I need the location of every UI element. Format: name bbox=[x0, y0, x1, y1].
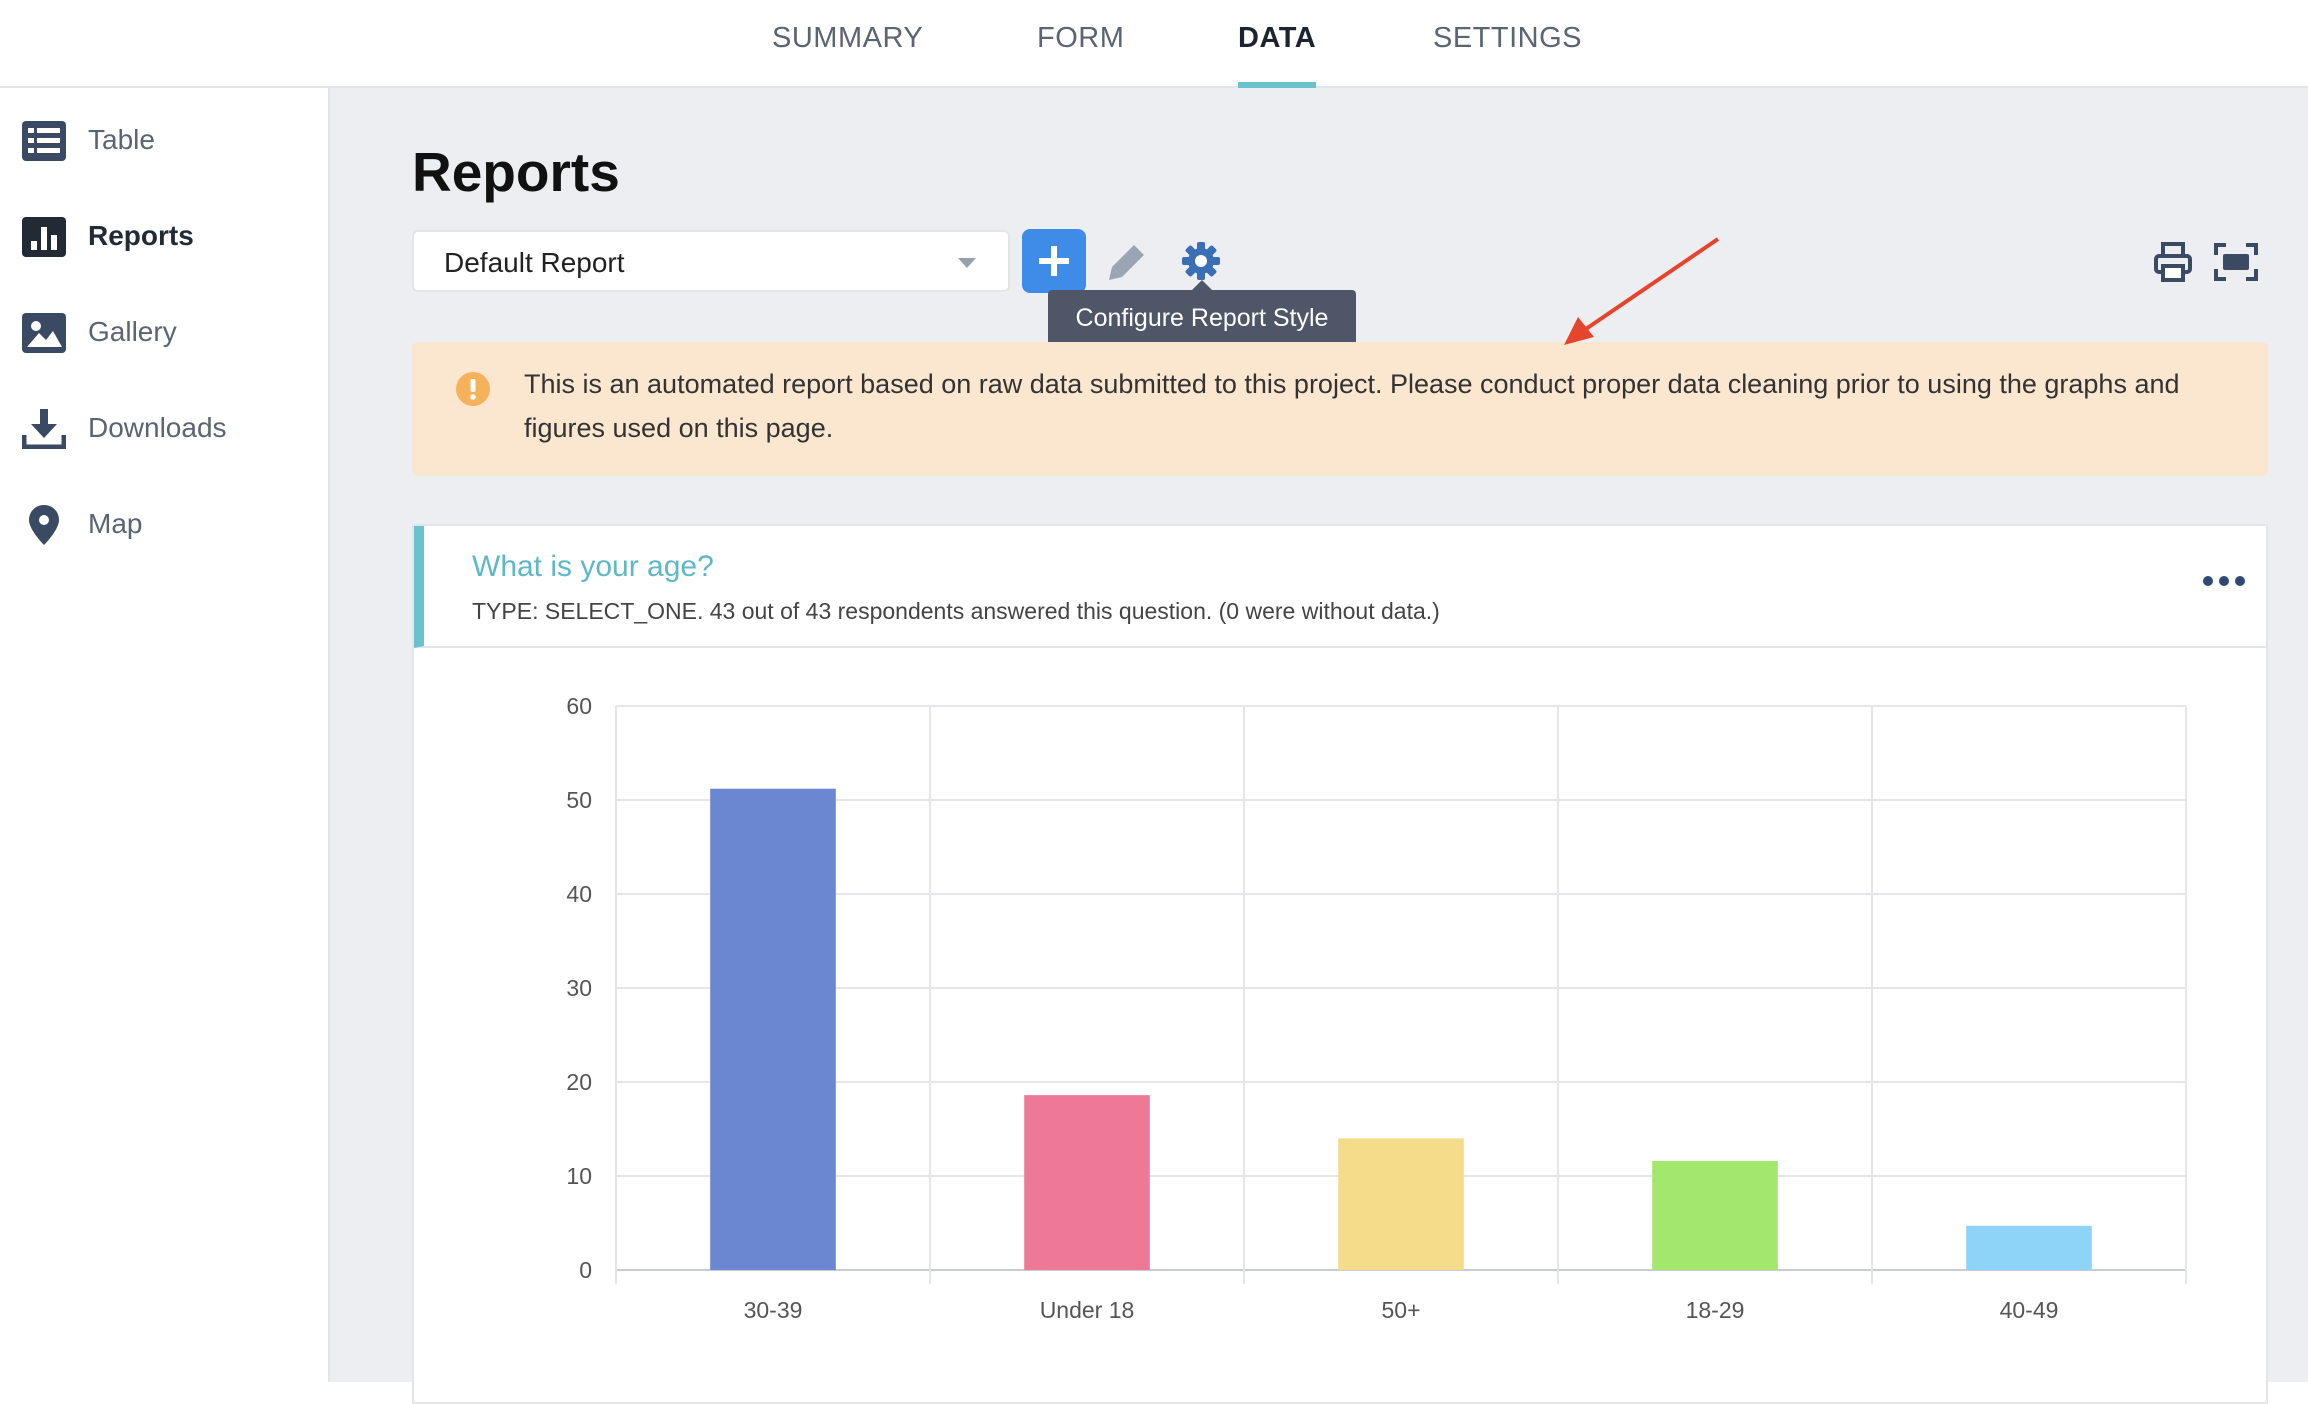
page-title: Reports bbox=[412, 141, 620, 203]
sidebar-item-label: Map bbox=[88, 508, 143, 539]
alert-text: This is an automated report based on raw… bbox=[524, 369, 2180, 443]
bar-18-29 bbox=[1652, 1160, 1778, 1270]
sidebar-item-label: Reports bbox=[88, 220, 194, 251]
info-alert: This is an automated report based on raw… bbox=[412, 342, 2268, 476]
sidebar-item-label: Downloads bbox=[88, 412, 227, 443]
x-tick-label: 30-39 bbox=[744, 1297, 803, 1323]
tab-form[interactable]: FORM bbox=[1037, 22, 1124, 86]
edit-report-button[interactable] bbox=[1106, 241, 1148, 288]
y-tick-label: 60 bbox=[566, 693, 592, 719]
sidebar: Table Reports Gallery Downloads Map bbox=[0, 88, 330, 1382]
tab-data-label: DATA bbox=[1238, 22, 1317, 54]
top-nav: SUMMARY FORM DATA SETTINGS bbox=[0, 0, 2308, 88]
sidebar-item-table[interactable]: Table bbox=[0, 104, 328, 174]
tooltip: Configure Report Style bbox=[1048, 280, 1356, 348]
y-tick-label: 0 bbox=[579, 1257, 592, 1283]
tab-summary-label: SUMMARY bbox=[772, 22, 924, 54]
bar-chart: 0 10 20 30 40 50 60 30-39 Under 18 50+ 18-29 40-49 bbox=[566, 693, 2187, 1323]
image-icon bbox=[22, 313, 66, 353]
bar-40-49 bbox=[1966, 1225, 2092, 1270]
sidebar-item-reports[interactable]: Reports bbox=[0, 200, 328, 270]
x-tick-label: 40-49 bbox=[2000, 1297, 2059, 1323]
tab-summary[interactable]: SUMMARY bbox=[772, 22, 923, 86]
chevron-down-icon bbox=[958, 258, 976, 268]
pencil-icon bbox=[1109, 245, 1144, 280]
configure-style-button[interactable] bbox=[1180, 240, 1222, 287]
question-header: What is your age? TYPE: SELECT_ONE. 43 o… bbox=[414, 526, 2266, 648]
tab-settings[interactable]: SETTINGS bbox=[1433, 22, 1582, 86]
bar-chart-icon bbox=[22, 217, 66, 257]
add-report-button[interactable] bbox=[1022, 229, 1086, 293]
bar-50- bbox=[1338, 1138, 1464, 1270]
report-select[interactable]: Default Report bbox=[412, 230, 1010, 292]
plus-icon bbox=[1039, 246, 1069, 276]
bar-30-39 bbox=[710, 788, 836, 1270]
x-tick-label: 18-29 bbox=[1686, 1297, 1745, 1323]
print-button[interactable] bbox=[2154, 242, 2192, 287]
download-icon bbox=[22, 409, 66, 449]
sidebar-item-downloads[interactable]: Downloads bbox=[0, 392, 328, 462]
sidebar-item-gallery[interactable]: Gallery bbox=[0, 296, 328, 366]
x-tick-label: Under 18 bbox=[1040, 1297, 1135, 1323]
y-tick-label: 30 bbox=[566, 975, 592, 1001]
print-icon bbox=[2154, 242, 2192, 282]
x-tick-label: 50+ bbox=[1381, 1297, 1420, 1323]
map-pin-icon bbox=[29, 505, 59, 545]
sidebar-item-label: Table bbox=[88, 124, 155, 155]
sidebar-item-label: Gallery bbox=[88, 316, 177, 347]
tab-data-indicator bbox=[1238, 82, 1317, 88]
fullscreen-button[interactable] bbox=[2214, 243, 2258, 286]
gear-icon bbox=[1182, 242, 1220, 280]
tooltip-arrow bbox=[1192, 280, 1212, 290]
y-tick-label: 10 bbox=[566, 1163, 592, 1189]
question-title: What is your age? bbox=[472, 550, 714, 583]
bar-under-18 bbox=[1024, 1095, 1150, 1270]
tab-form-label: FORM bbox=[1037, 22, 1125, 54]
sidebar-item-map[interactable]: Map bbox=[0, 488, 328, 558]
exclamation-icon bbox=[456, 372, 490, 406]
y-tick-label: 50 bbox=[566, 787, 592, 813]
y-tick-label: 40 bbox=[566, 881, 592, 907]
tab-data[interactable]: DATA bbox=[1238, 22, 1317, 88]
more-options-icon[interactable] bbox=[2194, 566, 2254, 596]
tab-settings-label: SETTINGS bbox=[1433, 22, 1583, 54]
table-icon bbox=[22, 121, 66, 161]
tooltip-text: Configure Report Style bbox=[1075, 304, 1329, 332]
report-select-value: Default Report bbox=[444, 247, 625, 278]
question-meta: TYPE: SELECT_ONE. 43 out of 43 responden… bbox=[472, 598, 1440, 624]
question-card: What is your age? TYPE: SELECT_ONE. 43 o… bbox=[412, 524, 2268, 1404]
main-content: Reports Default Report bbox=[330, 88, 2308, 1404]
annotation-arrow bbox=[1564, 237, 1720, 345]
y-tick-label: 20 bbox=[566, 1069, 592, 1095]
expand-icon bbox=[2214, 243, 2258, 281]
